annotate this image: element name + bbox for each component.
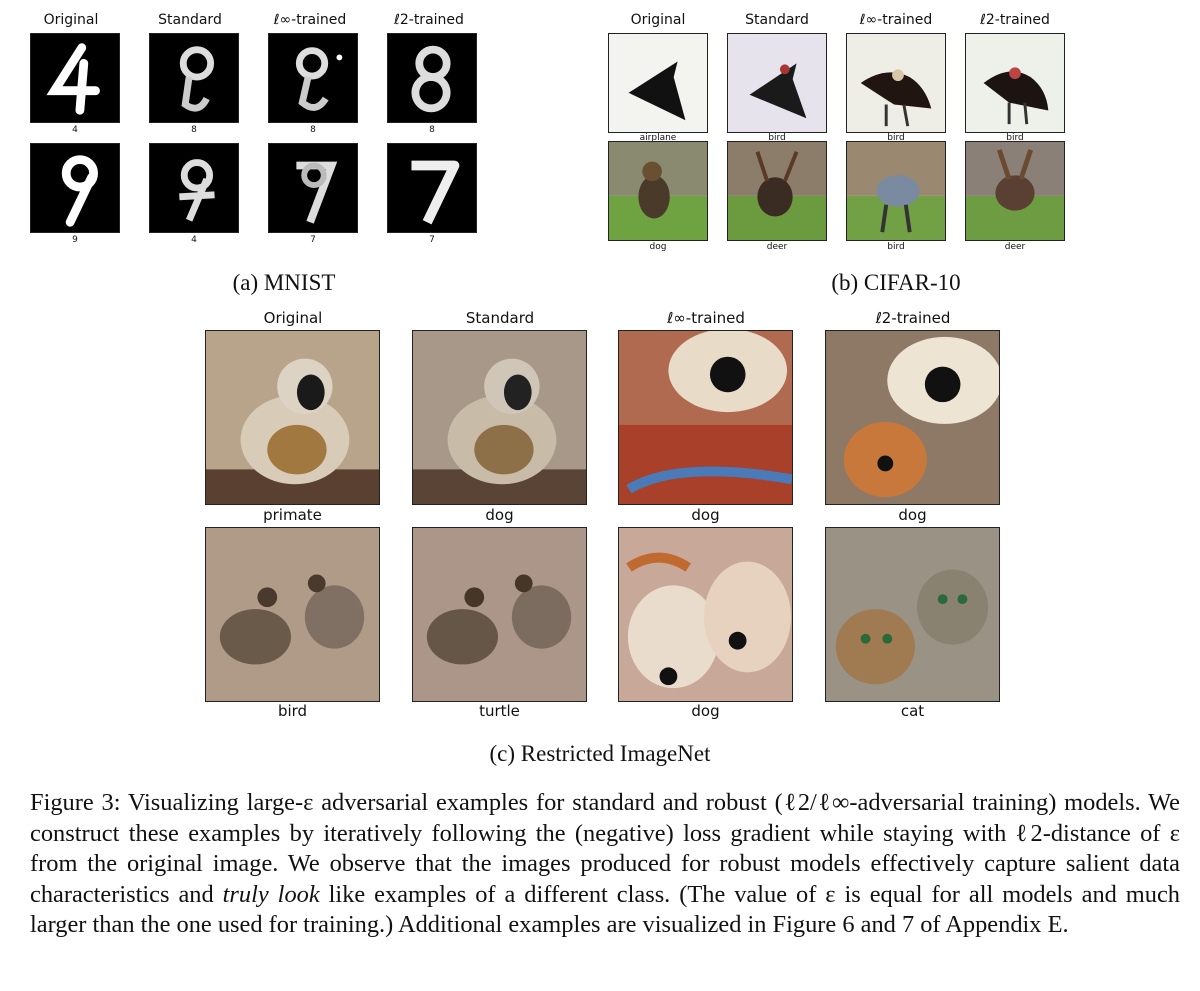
mnist-image bbox=[30, 143, 120, 233]
figure-caption: Figure 3: Visualizing large-ε adversaria… bbox=[30, 788, 1180, 941]
imagenet-header-standard: Standard bbox=[465, 309, 535, 327]
imagenet-image bbox=[825, 527, 1000, 702]
imagenet-prediction: turtle bbox=[479, 702, 520, 720]
imagenet-image bbox=[205, 330, 380, 505]
mnist-prediction: 7 bbox=[429, 235, 435, 245]
mnist-subcaption: (a) MNIST bbox=[232, 270, 336, 295]
cifar-header-standard: Standard bbox=[745, 12, 809, 28]
cifar-header-l2: ℓ2-trained bbox=[980, 12, 1050, 28]
imagenet-prediction: primate bbox=[263, 506, 322, 524]
imagenet-prediction: cat bbox=[900, 702, 925, 720]
cifar-image bbox=[965, 33, 1065, 133]
cifar-prediction: bird bbox=[887, 133, 905, 143]
mnist-prediction: 8 bbox=[429, 125, 435, 135]
cifar-header-linf: ℓ∞-trained bbox=[859, 12, 933, 28]
cifar-subcaption: (b) CIFAR-10 bbox=[831, 270, 961, 295]
cifar-prediction: bird bbox=[1006, 133, 1024, 143]
imagenet-image bbox=[412, 330, 587, 505]
cifar-image bbox=[846, 33, 946, 133]
cifar-prediction: dog bbox=[649, 242, 667, 252]
mnist-prediction: 7 bbox=[310, 235, 316, 245]
imagenet-image bbox=[412, 527, 587, 702]
mnist-header-standard: Standard bbox=[158, 12, 222, 28]
caption-text: Figure 3: Visualizing large-ε adversaria… bbox=[30, 789, 1180, 908]
mnist-prediction: 9 bbox=[72, 235, 78, 245]
imagenet-image bbox=[618, 527, 793, 702]
cifar-header-original: Original bbox=[630, 12, 686, 28]
mnist-image bbox=[387, 33, 477, 123]
imagenet-image bbox=[205, 527, 380, 702]
mnist-header-original: Original bbox=[43, 12, 99, 28]
cifar-image bbox=[965, 141, 1065, 241]
cifar-image bbox=[727, 141, 827, 241]
imagenet-header-l2: ℓ2-trained bbox=[875, 309, 951, 327]
mnist-image bbox=[387, 143, 477, 233]
cifar-prediction: bird bbox=[768, 133, 786, 143]
mnist-prediction: 8 bbox=[310, 125, 316, 135]
cifar-prediction: deer bbox=[1004, 242, 1026, 252]
caption-text: like examples of a different class. (The… bbox=[30, 880, 1180, 939]
imagenet-prediction: dog bbox=[485, 506, 514, 524]
cifar-image bbox=[608, 141, 708, 241]
mnist-prediction: 4 bbox=[72, 125, 78, 135]
cifar-prediction: deer bbox=[766, 242, 788, 252]
imagenet-header-original: Original bbox=[263, 309, 323, 327]
mnist-header-linf: ℓ∞-trained bbox=[273, 12, 347, 28]
imagenet-prediction: dog bbox=[691, 506, 720, 524]
mnist-image bbox=[268, 143, 358, 233]
imagenet-prediction: dog bbox=[898, 506, 927, 524]
imagenet-image bbox=[825, 330, 1000, 505]
imagenet-prediction: bird bbox=[277, 702, 308, 720]
mnist-prediction: 8 bbox=[191, 125, 197, 135]
cifar-image bbox=[846, 141, 946, 241]
mnist-image bbox=[30, 33, 120, 123]
mnist-header-l2: ℓ2-trained bbox=[394, 12, 464, 28]
imagenet-header-linf: ℓ∞-trained bbox=[667, 309, 745, 327]
imagenet-prediction: dog bbox=[691, 702, 720, 720]
imagenet-image bbox=[618, 330, 793, 505]
caption-emphasis: truly look bbox=[222, 880, 320, 908]
mnist-image bbox=[149, 143, 239, 233]
cifar-image bbox=[727, 33, 827, 133]
cifar-prediction: airplane bbox=[639, 133, 677, 143]
mnist-image bbox=[149, 33, 239, 123]
imagenet-subcaption: (c) Restricted ImageNet bbox=[489, 741, 711, 766]
mnist-image bbox=[268, 33, 358, 123]
cifar-prediction: bird bbox=[887, 242, 905, 252]
cifar-image bbox=[608, 33, 708, 133]
mnist-prediction: 4 bbox=[191, 235, 197, 245]
